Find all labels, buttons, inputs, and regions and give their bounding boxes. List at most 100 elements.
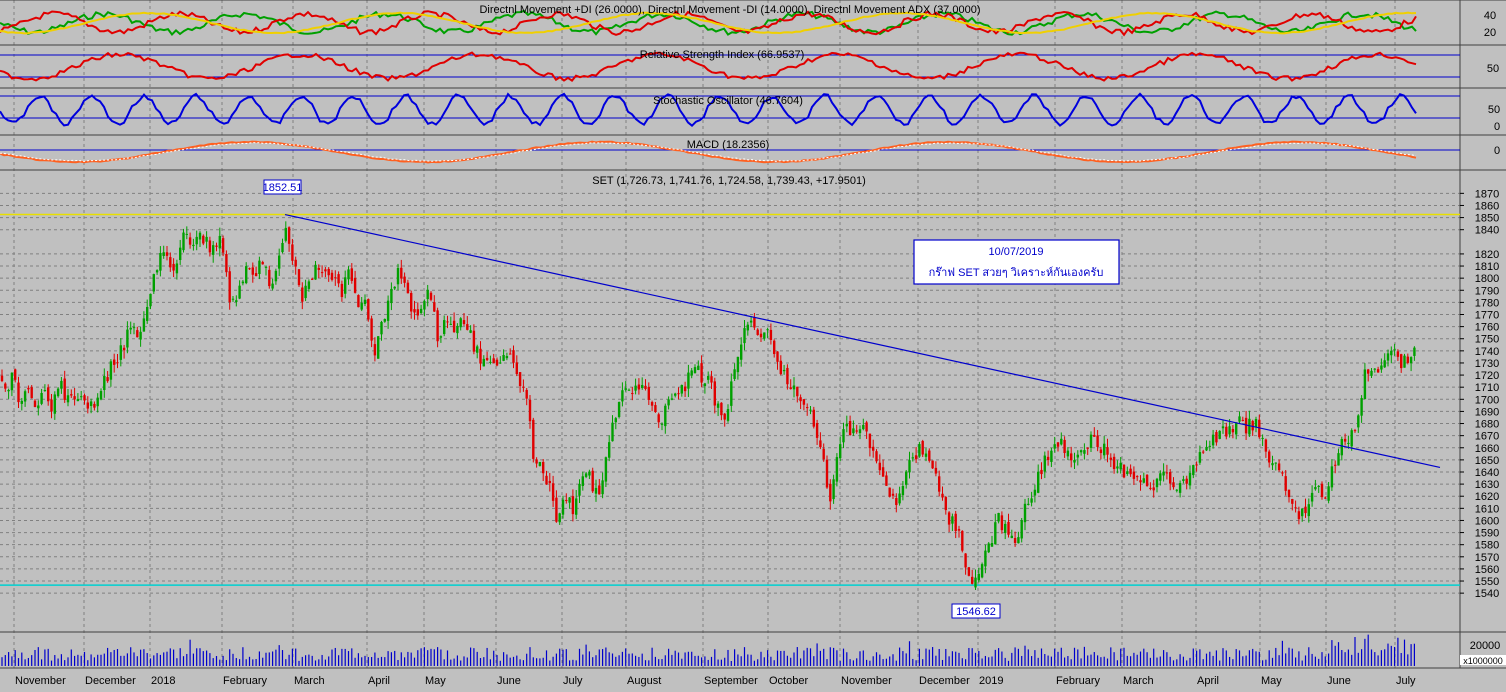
candle-body: [43, 390, 47, 392]
candle-body: [294, 259, 297, 267]
candle-body: [311, 278, 314, 280]
candle-body: [931, 460, 934, 469]
candle-body: [947, 512, 951, 525]
candle-body: [1327, 486, 1330, 501]
price-horizontal-lines: [0, 213, 1460, 586]
candle-body: [324, 269, 327, 272]
candle-body: [185, 233, 188, 235]
candle-body: [908, 460, 911, 473]
price-tick-label: 1560: [1475, 564, 1499, 576]
price-tick-label: 1780: [1475, 297, 1499, 309]
candle-body: [10, 372, 14, 391]
candle-body: [396, 268, 400, 285]
trendline-layer: [284, 213, 1441, 469]
candle-body: [898, 493, 901, 504]
candle-body: [545, 475, 548, 485]
price-tick-label: 1850: [1475, 213, 1499, 225]
price-tick-label: 1710: [1475, 382, 1499, 394]
candle-body: [961, 530, 964, 551]
candle-body: [1268, 451, 1271, 463]
candle-body: [1277, 463, 1281, 471]
candle-body: [198, 232, 202, 240]
candle-body: [1132, 471, 1136, 479]
candle-body: [446, 321, 449, 323]
month-label: February: [1056, 675, 1101, 687]
candle-body: [152, 274, 155, 292]
candle-body: [1390, 350, 1393, 356]
candle-body: [736, 356, 740, 373]
candle-body: [1188, 472, 1192, 486]
candle-body: [449, 323, 452, 325]
candle-body: [1386, 353, 1390, 361]
candle-body: [799, 397, 802, 402]
candle-body: [20, 400, 23, 404]
candle-body: [103, 376, 106, 391]
candle-body: [344, 277, 347, 294]
candle-body: [400, 267, 403, 279]
candle-body: [370, 318, 373, 341]
candle-body: [1343, 438, 1347, 442]
candle-body: [1314, 487, 1317, 490]
candle-body: [1145, 474, 1149, 487]
candle-body: [1116, 466, 1119, 469]
candle-body: [905, 471, 908, 485]
candle-body: [1175, 489, 1178, 491]
candle-body: [1241, 419, 1244, 421]
candle-body: [839, 444, 842, 459]
candle-body: [1083, 450, 1086, 454]
candle-body: [482, 358, 485, 367]
candle-body: [1231, 429, 1235, 433]
candle-body: [284, 227, 287, 241]
candle-body: [1353, 430, 1357, 432]
candle-body: [410, 292, 413, 312]
candle-body: [812, 409, 815, 427]
candle-body: [815, 422, 819, 438]
candle-body: [1060, 438, 1063, 445]
candle-body: [802, 399, 806, 405]
candle-body: [159, 252, 162, 271]
candle-body: [720, 402, 723, 416]
candle-body: [571, 496, 575, 515]
candle-body: [848, 421, 852, 436]
price-tick-label: 1820: [1475, 249, 1499, 261]
candle-body: [1037, 471, 1040, 493]
candle-body: [1215, 432, 1218, 443]
candle-body: [1149, 487, 1152, 489]
candle-body: [251, 267, 254, 275]
month-label: June: [497, 675, 521, 687]
candle-body: [568, 497, 571, 503]
candle-body: [740, 344, 743, 360]
candle-body: [419, 308, 423, 314]
stochastic-series: [0, 92, 1460, 128]
candle-body: [225, 253, 228, 273]
candle-body: [1284, 476, 1287, 491]
note-box: 10/07/2019 กร๊าฟ SET สวยๆ วิเคราะห์กันเอ…: [913, 239, 1120, 285]
candle-body: [1400, 354, 1403, 369]
candle-body: [1264, 439, 1268, 452]
candle-body: [1169, 472, 1172, 484]
rsi-line: [0, 51, 1417, 82]
candle-body: [575, 498, 578, 515]
candle-body: [1297, 511, 1301, 520]
month-label: May: [1261, 675, 1282, 687]
dmi-title: Directnl Movement +DI (26.0000), Directn…: [479, 4, 980, 16]
candle-body: [627, 389, 631, 391]
candle-body: [307, 281, 311, 289]
candle-body: [641, 384, 644, 388]
candle-body: [337, 274, 340, 284]
stochastic-title: Stochastic Oscillator (46.7604): [653, 95, 803, 107]
candle-body: [647, 387, 650, 400]
price-tick-label: 1610: [1475, 503, 1499, 515]
candle-body: [1139, 480, 1142, 483]
candle-body: [89, 401, 93, 406]
candle-body: [1373, 368, 1376, 370]
candle-body: [14, 369, 17, 380]
candle-body: [1360, 398, 1363, 416]
candle-body: [1350, 430, 1353, 447]
candle-body: [895, 498, 898, 506]
month-label: 2018: [151, 675, 175, 687]
candle-body: [126, 329, 129, 348]
candle-body: [868, 433, 872, 449]
candle-body: [40, 392, 43, 404]
